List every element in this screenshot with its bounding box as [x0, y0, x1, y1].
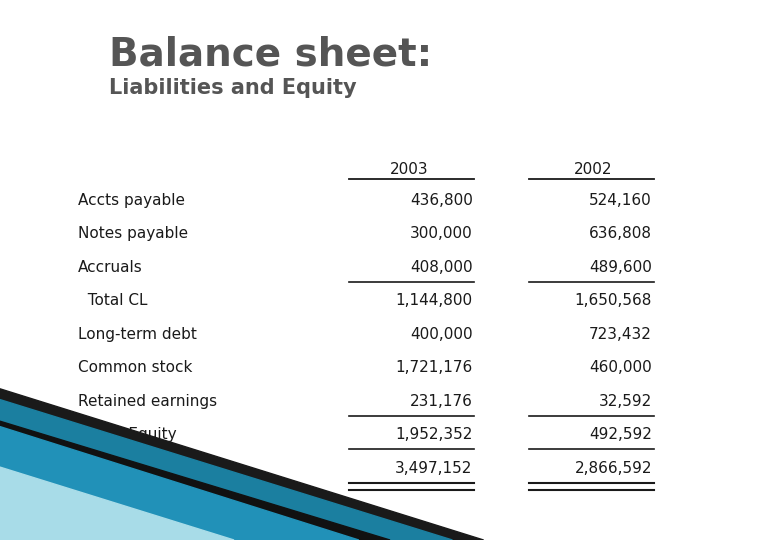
Text: Liabilities and Equity: Liabilities and Equity [109, 78, 356, 98]
Text: 723,432: 723,432 [589, 327, 652, 342]
Polygon shape [0, 389, 484, 540]
Text: Long-term debt: Long-term debt [78, 327, 197, 342]
Polygon shape [0, 421, 390, 540]
Text: 492,592: 492,592 [589, 427, 652, 442]
Text: Balance sheet:: Balance sheet: [109, 35, 432, 73]
Text: 636,808: 636,808 [589, 226, 652, 241]
Text: 460,000: 460,000 [590, 360, 652, 375]
Text: 300,000: 300,000 [410, 226, 473, 241]
Text: 1,650,568: 1,650,568 [575, 293, 652, 308]
Text: 1,144,800: 1,144,800 [395, 293, 473, 308]
Text: Notes payable: Notes payable [78, 226, 188, 241]
Text: 436,800: 436,800 [410, 193, 473, 208]
Text: Total L & E: Total L & E [78, 461, 158, 476]
Text: 489,600: 489,600 [589, 260, 652, 275]
Text: 408,000: 408,000 [410, 260, 473, 275]
Polygon shape [0, 467, 234, 540]
Text: 400,000: 400,000 [410, 327, 473, 342]
Text: Common stock: Common stock [78, 360, 193, 375]
Text: 524,160: 524,160 [590, 193, 652, 208]
Text: 2002: 2002 [573, 162, 612, 177]
Text: 2003: 2003 [390, 162, 429, 177]
Text: 1,721,176: 1,721,176 [395, 360, 473, 375]
Text: 1,952,352: 1,952,352 [395, 427, 473, 442]
Text: Total Equity: Total Equity [78, 427, 176, 442]
Text: Retained earnings: Retained earnings [78, 394, 217, 409]
Text: 3,497,152: 3,497,152 [395, 461, 473, 476]
Text: Accruals: Accruals [78, 260, 143, 275]
Text: Accts payable: Accts payable [78, 193, 185, 208]
Text: 32,592: 32,592 [599, 394, 652, 409]
Polygon shape [0, 400, 452, 540]
Text: Total CL: Total CL [78, 293, 147, 308]
Polygon shape [0, 427, 359, 540]
Text: 231,176: 231,176 [410, 394, 473, 409]
Text: 2,866,592: 2,866,592 [575, 461, 652, 476]
